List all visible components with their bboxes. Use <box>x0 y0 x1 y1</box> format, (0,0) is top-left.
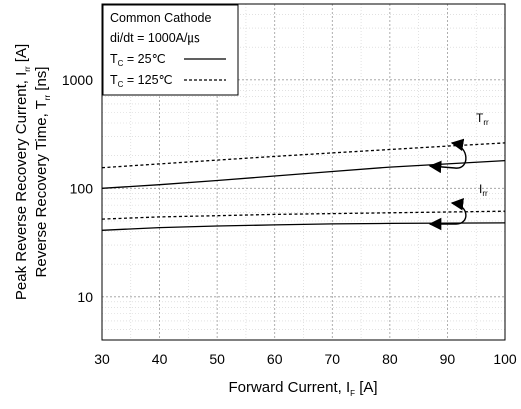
legend-entry-25c: TC = 25℃ <box>110 52 166 68</box>
x-tick-label: 30 <box>94 351 110 367</box>
legend: Common Cathode di/dt = 1000A/㎲ TC = 25℃ … <box>102 4 239 96</box>
y-tick-label: 100 <box>70 180 94 196</box>
y-axis-title-line2: Reverse Recovery Time, Trr [ns] <box>33 67 52 278</box>
y-axis-title-line1: Peak Reverse Recovery Current, Irr [A] <box>13 44 32 300</box>
x-axis-title: Forward Current, IF [A] <box>228 379 377 398</box>
y-tick-label: 1000 <box>62 72 93 88</box>
x-tick-label: 100 <box>493 351 517 367</box>
y-tick-labels: 10 100 1000 <box>62 72 93 305</box>
irr-curve-label: Irr <box>479 182 488 198</box>
irr-direction-arrow <box>428 198 467 231</box>
x-tick-label: 60 <box>267 351 283 367</box>
trr-direction-arrow <box>428 138 467 174</box>
x-tick-label: 70 <box>324 351 340 367</box>
trr-curve-label: Trr <box>476 111 489 127</box>
y-tick-label: 10 <box>77 289 93 305</box>
x-tick-labels: 30 40 50 60 70 80 90 100 <box>94 351 517 367</box>
legend-title: Common Cathode <box>110 11 211 25</box>
legend-condition: di/dt = 1000A/㎲ <box>110 31 200 45</box>
x-tick-label: 40 <box>152 351 168 367</box>
legend-entry-125c: TC = 125℃ <box>110 73 173 89</box>
x-tick-label: 50 <box>209 351 225 367</box>
x-tick-label: 80 <box>382 351 398 367</box>
x-tick-label: 90 <box>440 351 456 367</box>
plot-frame <box>101 3 506 341</box>
